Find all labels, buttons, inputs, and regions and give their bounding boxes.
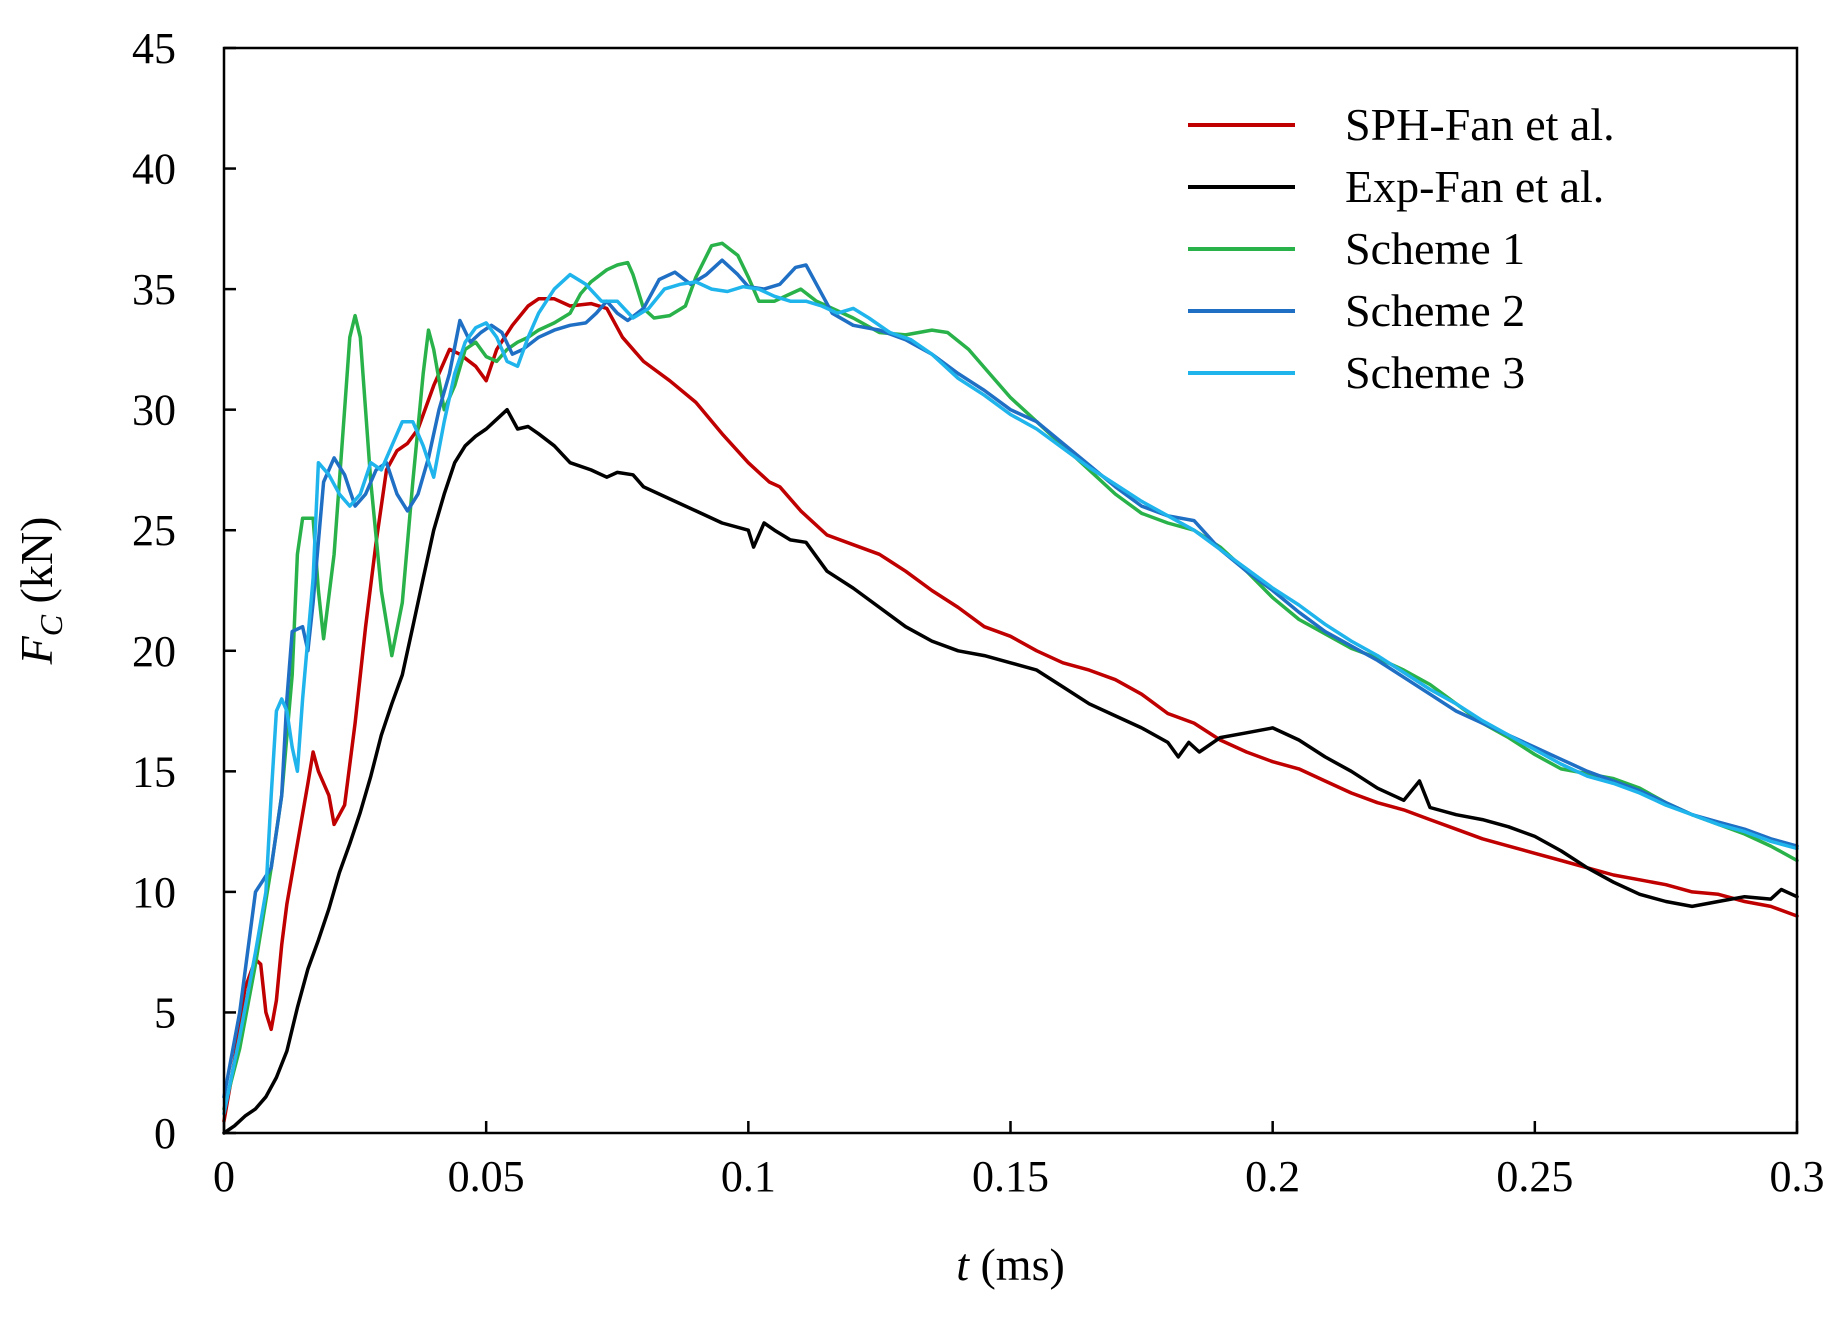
legend-item-scheme-1: Scheme 1 [1188,223,1525,274]
y-tick-label: 20 [132,627,176,676]
x-tick-label: 0.05 [448,1152,525,1201]
y-axis-variable: F [11,635,62,665]
y-tick-label: 45 [132,24,176,73]
x-tick-label: 0.3 [1770,1152,1825,1201]
legend-item-scheme-2: Scheme 2 [1188,285,1525,336]
y-axis-title: FC (kN) [11,517,69,666]
series-line-sph-fan-et-al [222,297,1799,1123]
series-line-scheme-2 [222,258,1799,1099]
y-axis-subscript: C [33,614,69,636]
x-tick-label: 0.2 [1245,1152,1300,1201]
series-layer [222,241,1799,1135]
x-axis-variable: t [956,1239,970,1290]
x-axis-title: t (ms) [956,1239,1065,1290]
legend-item-sph-fan: SPH-Fan et al. [1188,99,1615,150]
legend-item-scheme-3: Scheme 3 [1188,347,1525,398]
y-tick-label: 5 [154,988,176,1037]
y-tick-label: 35 [132,265,176,314]
y-tick-label: 10 [132,868,176,917]
legend-label-sph-fan: SPH-Fan et al. [1345,99,1615,150]
legend-label-scheme-3: Scheme 3 [1345,347,1525,398]
axis-ticks: 0 0.05 0.1 0.15 0.2 0.25 0.3 0 5 10 15 20 25 30 35 40 45 [132,24,1825,1201]
legend-label-scheme-1: Scheme 1 [1345,223,1525,274]
legend: SPH-Fan et al. Exp-Fan et al. Scheme 1 S… [1188,99,1615,398]
x-tick-label: 0 [213,1152,235,1201]
series-line-scheme-3 [222,272,1799,1116]
x-tick-label: 0.25 [1496,1152,1573,1201]
y-tick-label: 25 [132,506,176,555]
y-axis-unit: (kN) [11,517,62,615]
y-tick-label: 0 [154,1109,176,1158]
x-axis-unit: (ms) [969,1239,1065,1290]
y-tick-label: 40 [132,145,176,194]
legend-label-scheme-2: Scheme 2 [1345,285,1525,336]
series-line-exp-fan-et-al [222,407,1799,1135]
y-tick-label: 15 [132,747,176,796]
x-tick-label: 0.1 [721,1152,776,1201]
y-tick-label: 30 [132,386,176,435]
x-tick-label: 0.15 [972,1152,1049,1201]
legend-item-exp-fan: Exp-Fan et al. [1188,161,1604,212]
series-line-scheme-1 [222,241,1799,1111]
legend-label-exp-fan: Exp-Fan et al. [1345,161,1604,212]
